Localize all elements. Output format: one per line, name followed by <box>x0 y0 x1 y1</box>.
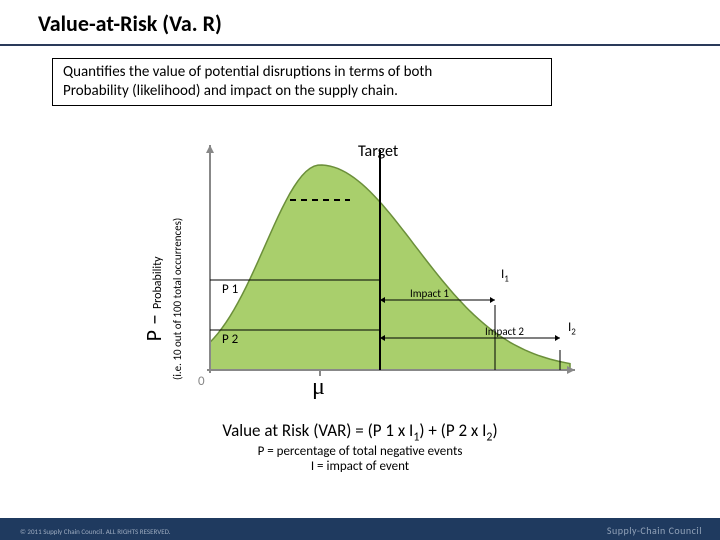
footer-fineprint: © 2011 Supply Chain Council. ALL RIGHTS … <box>20 527 171 536</box>
target-label: Target <box>358 142 398 161</box>
y-axis-label: P – Probability (i.e. 10 out of 100 tota… <box>140 218 186 380</box>
description-line1: Quantifies the value of potential disrup… <box>63 63 541 82</box>
title-underline <box>0 44 720 46</box>
impact1-label: Impact 1 <box>410 287 449 300</box>
mu-label: μ <box>312 374 325 401</box>
formula-main: Value at Risk (VAR) = (P 1 x I1) + (P 2 … <box>0 420 720 444</box>
description-line2: Probability (likelihood) and impact on t… <box>63 82 541 101</box>
formula-block: Value at Risk (VAR) = (P 1 x I1) + (P 2 … <box>0 420 720 474</box>
formula-line2: P = percentage of total negative events <box>0 444 720 459</box>
y-axis-main: P – Probability <box>140 256 167 341</box>
footer-logo: Supply-Chain Council <box>607 524 702 537</box>
zero-label: 0 <box>198 374 205 389</box>
y-axis-sub: (i.e. 10 out of 100 total occurrences) <box>171 218 184 380</box>
formula-line3: I = impact of event <box>0 459 720 474</box>
p1-label: P 1 <box>222 282 238 297</box>
distribution-chart: Target P 1 P 2 I1 I2 Impact 1 Impact 2 0… <box>190 145 570 415</box>
description-box: Quantifies the value of potential disrup… <box>52 58 552 106</box>
page-title: Value-at-Risk (Va. R) <box>38 10 222 37</box>
impact2-label: Impact 2 <box>485 325 524 338</box>
p2-label: P 2 <box>222 332 238 347</box>
slide-root: Value-at-Risk (Va. R) Quantifies the val… <box>0 0 720 540</box>
i1-label: I1 <box>501 267 509 285</box>
i2-label: I2 <box>568 320 576 338</box>
